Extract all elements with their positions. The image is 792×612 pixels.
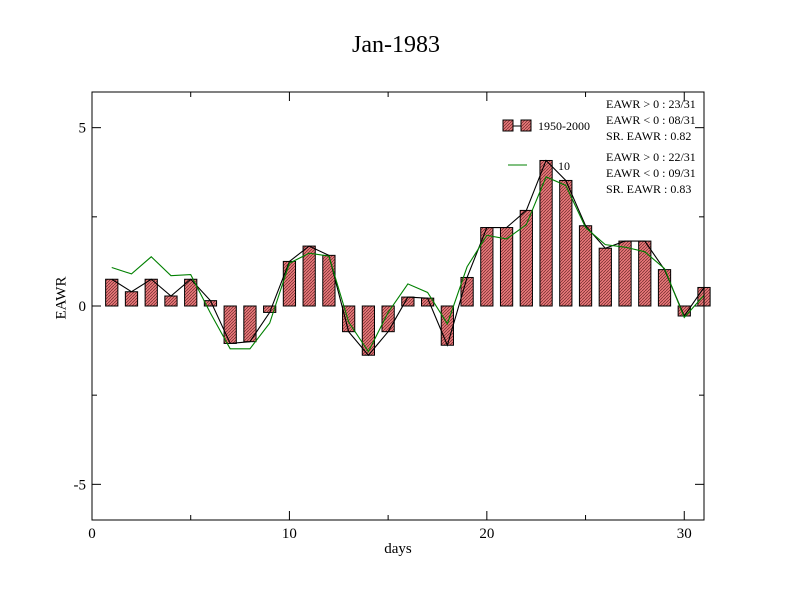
stats-line: SR. EAWR : 0.82 (606, 129, 691, 143)
stats-line: EAWR < 0 : 09/31 (606, 166, 696, 180)
bar-8 (243, 305, 257, 343)
stats-line: EAWR < 0 : 08/31 (606, 113, 696, 127)
x-tick-label: 20 (479, 526, 494, 542)
bar-24 (559, 179, 573, 307)
legend-bar-swatch-2 (520, 119, 532, 132)
y-tick-label: -5 (74, 477, 87, 493)
series-line-black (111, 159, 705, 357)
chart-title: Jan-1983 (352, 32, 440, 58)
bar-4 (164, 295, 178, 307)
x-tick-label: 30 (677, 526, 692, 542)
bar-23 (539, 159, 553, 307)
bar-12 (322, 254, 336, 307)
bar-2 (124, 291, 139, 307)
legend-bar-swatch (502, 119, 514, 132)
bar-7 (223, 305, 237, 344)
x-tick-label: 10 (282, 526, 297, 542)
bar-25 (578, 225, 593, 307)
y-tick-label: 0 (79, 299, 87, 315)
y-axis-label: EAWR (53, 276, 70, 320)
bar-29 (657, 269, 672, 307)
bar-15 (381, 305, 395, 333)
series-line-10 (111, 176, 705, 353)
stats-line: SR. EAWR : 0.83 (606, 182, 691, 196)
x-axis-label: days (384, 541, 412, 557)
y-tick-label: 5 (79, 121, 87, 137)
bar-10 (282, 260, 297, 307)
bar-14 (361, 305, 376, 356)
stats-line: EAWR > 0 : 22/31 (606, 150, 696, 164)
bar-27 (618, 240, 632, 307)
bar-26 (598, 247, 612, 307)
bar-1 (105, 278, 119, 307)
legend-label-1950-2000: 1950-2000 (538, 119, 590, 133)
x-tick-label: 0 (88, 526, 96, 542)
stats-line: EAWR > 0 : 23/31 (606, 97, 696, 111)
legend-label-10: 10 (558, 159, 570, 173)
